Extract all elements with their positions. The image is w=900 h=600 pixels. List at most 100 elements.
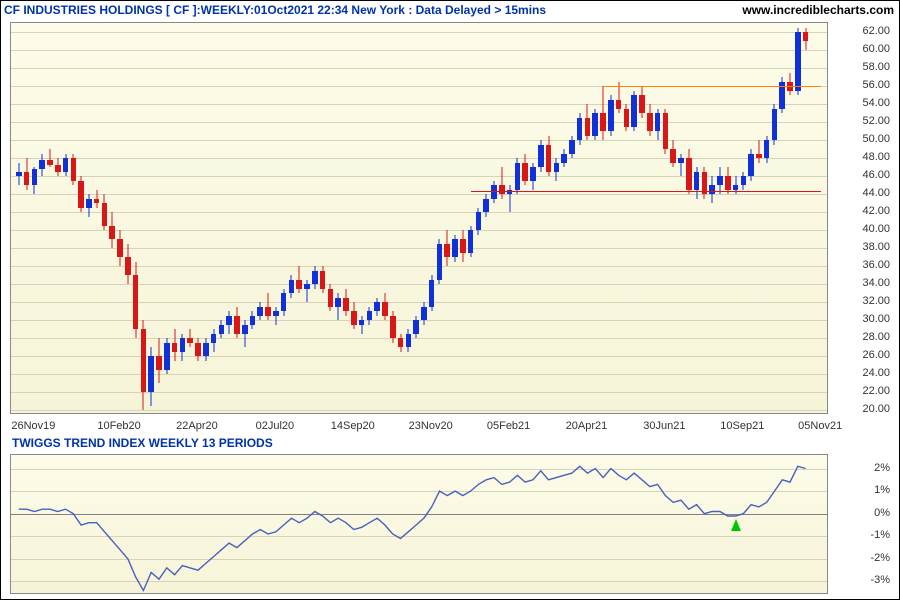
y-tick-label: -3% xyxy=(870,574,890,586)
y-tick-label: 46.00 xyxy=(862,169,890,181)
y-tick-label: 2% xyxy=(874,462,890,474)
candle xyxy=(756,23,762,413)
indicator-title: TWIGGS TREND INDEX WEEKLY 13 PERIODS xyxy=(12,436,273,450)
x-tick-label: 23Nov20 xyxy=(409,420,453,432)
candle xyxy=(686,23,692,413)
horizontal-line xyxy=(471,191,822,192)
price-x-axis: 26Nov1910Feb2022Apr2002Jul2014Sep2023Nov… xyxy=(10,418,828,436)
y-tick-label: 62.00 xyxy=(862,25,890,37)
candle xyxy=(24,23,30,413)
y-tick-label: 30.00 xyxy=(862,313,890,325)
x-tick-label: 14Sep20 xyxy=(331,420,375,432)
candle xyxy=(741,23,747,413)
candle xyxy=(219,23,225,413)
candle xyxy=(530,23,536,413)
candle xyxy=(507,23,513,413)
candle xyxy=(522,23,528,413)
trend-line xyxy=(11,455,829,595)
candle xyxy=(109,23,115,413)
y-tick-label: 38.00 xyxy=(862,241,890,253)
y-tick-label: 42.00 xyxy=(862,205,890,217)
candle xyxy=(709,23,715,413)
candle xyxy=(585,23,591,413)
price-chart xyxy=(10,22,828,414)
candle xyxy=(515,23,521,413)
candle xyxy=(795,23,801,413)
candle xyxy=(187,23,193,413)
candle xyxy=(117,23,123,413)
candle xyxy=(250,23,256,413)
y-tick-label: 22.00 xyxy=(862,385,890,397)
candle xyxy=(725,23,731,413)
candle xyxy=(242,23,248,413)
candle xyxy=(577,23,583,413)
candle xyxy=(413,23,419,413)
candle xyxy=(180,23,186,413)
candle xyxy=(663,23,669,413)
candle xyxy=(616,23,622,413)
candle xyxy=(39,23,45,413)
candle xyxy=(289,23,295,413)
x-tick-label: 05Feb21 xyxy=(487,420,530,432)
candle xyxy=(257,23,263,413)
candle xyxy=(398,23,404,413)
candle xyxy=(624,23,630,413)
candle xyxy=(141,23,147,413)
candle xyxy=(328,23,334,413)
y-tick-label: 28.00 xyxy=(862,331,890,343)
candle xyxy=(195,23,201,413)
candle xyxy=(234,23,240,413)
candle xyxy=(592,23,598,413)
candle xyxy=(382,23,388,413)
y-tick-label: 58.00 xyxy=(862,61,890,73)
candle xyxy=(561,23,567,413)
candle xyxy=(265,23,271,413)
horizontal-line xyxy=(603,86,821,87)
y-tick-label: 34.00 xyxy=(862,277,890,289)
candle xyxy=(787,23,793,413)
y-tick-label: 50.00 xyxy=(862,133,890,145)
x-tick-label: 02Jul20 xyxy=(256,420,295,432)
price-y-axis: 20.0022.0024.0026.0028.0030.0032.0034.00… xyxy=(838,22,890,414)
x-tick-label: 10Feb20 xyxy=(97,420,140,432)
y-tick-label: -2% xyxy=(870,552,890,564)
y-tick-label: 20.00 xyxy=(862,403,890,415)
candle xyxy=(600,23,606,413)
candle xyxy=(55,23,61,413)
candle xyxy=(78,23,84,413)
y-tick-label: -1% xyxy=(870,529,890,541)
candle xyxy=(164,23,170,413)
indicator-chart xyxy=(10,454,828,594)
candle xyxy=(102,23,108,413)
indicator-y-axis: -3% -2% -1% 0% 1% 2% xyxy=(838,454,890,594)
candle xyxy=(304,23,310,413)
candle xyxy=(273,23,279,413)
candle xyxy=(639,23,645,413)
candle xyxy=(569,23,575,413)
candle xyxy=(538,23,544,413)
candle xyxy=(86,23,92,413)
y-tick-label: 60.00 xyxy=(862,43,890,55)
candle xyxy=(94,23,100,413)
candle xyxy=(655,23,661,413)
x-tick-label: 26Nov19 xyxy=(11,420,55,432)
candle xyxy=(678,23,684,413)
candle xyxy=(803,23,809,413)
candle xyxy=(320,23,326,413)
y-tick-label: 36.00 xyxy=(862,259,890,271)
candle xyxy=(351,23,357,413)
candle xyxy=(172,23,178,413)
candle xyxy=(133,23,139,413)
y-tick-label: 52.00 xyxy=(862,115,890,127)
candle xyxy=(748,23,754,413)
candle xyxy=(733,23,739,413)
candle xyxy=(694,23,700,413)
y-tick-label: 0% xyxy=(874,507,890,519)
y-tick-label: 24.00 xyxy=(862,367,890,379)
candle xyxy=(211,23,217,413)
candle xyxy=(631,23,637,413)
y-tick-label: 1% xyxy=(874,484,890,496)
candle xyxy=(452,23,458,413)
candle xyxy=(226,23,232,413)
candle xyxy=(546,23,552,413)
